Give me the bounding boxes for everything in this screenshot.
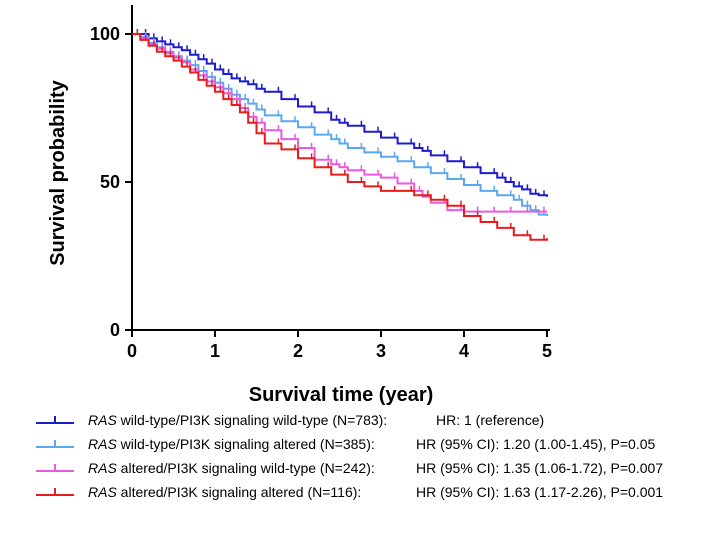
legend-label-text: wild-type/PI3K signaling wild-type (N=78… [116, 412, 388, 428]
legend-hazard-ratio: HR (95% CI): 1.35 (1.06-1.72), P=0.007 [416, 460, 664, 476]
survival-curve-4 [132, 33, 548, 241]
legend-swatch [36, 488, 74, 496]
survival-curve-3 [132, 33, 547, 213]
y-tick-label: 50 [100, 172, 120, 192]
survival-curve-2 [132, 33, 548, 216]
legend-label: RAS wild-type/PI3K signaling wild-type (… [88, 409, 387, 431]
x-axis-ticks: 0 1 2 3 4 5 [127, 330, 552, 361]
x-tick-label: 2 [293, 341, 303, 361]
censor-marks-4 [136, 29, 545, 240]
x-axis-title: Survival time (year) [249, 384, 434, 406]
legend-label-italic: RAS [88, 436, 117, 452]
legend-label-text: altered/PI3K signaling altered (N=116): [116, 484, 362, 500]
legend-label-text: wild-type/PI3K signaling altered (N=385)… [116, 436, 375, 452]
legend-label: RAS wild-type/PI3K signaling altered (N=… [88, 433, 375, 455]
legend: RAS wild-type/PI3K signaling wild-type (… [36, 409, 706, 505]
legend-hazard-ratio: HR (95% CI): 1.63 (1.17-2.26), P=0.001 [416, 484, 664, 500]
legend-label-text: altered/PI3K signaling wild-type (N=242)… [116, 460, 375, 476]
legend-label-italic: RAS [88, 484, 117, 500]
legend-entry: RAS wild-type/PI3K signaling altered (N=… [36, 433, 706, 457]
series-layer [132, 29, 548, 241]
legend-label-italic: RAS [88, 460, 117, 476]
legend-entry: RAS altered/PI3K signaling altered (N=11… [36, 481, 706, 505]
x-tick-label: 1 [210, 341, 220, 361]
y-tick-label: 100 [90, 24, 120, 44]
y-tick-label: 0 [110, 320, 120, 340]
x-tick-label: 4 [459, 341, 469, 361]
legend-swatch [36, 416, 74, 424]
legend-label-italic: RAS [88, 412, 117, 428]
x-tick-label: 3 [376, 341, 386, 361]
x-tick-label: 5 [542, 341, 552, 361]
legend-hazard-ratio: HR: 1 (reference) [436, 412, 545, 428]
y-axis-title: Survival probability [47, 79, 69, 265]
legend-label: RAS altered/PI3K signaling wild-type (N=… [88, 457, 375, 479]
legend-swatch [36, 464, 74, 472]
y-axis-ticks: 0 50 100 [90, 24, 132, 340]
legend-entry: RAS wild-type/PI3K signaling wild-type (… [36, 409, 706, 433]
legend-label: RAS altered/PI3K signaling altered (N=11… [88, 481, 361, 503]
legend-hazard-ratio: HR (95% CI): 1.20 (1.00-1.45), P=0.05 [416, 436, 656, 452]
survival-curve-1 [132, 33, 548, 197]
x-tick-label: 0 [127, 341, 137, 361]
legend-swatch [36, 440, 74, 448]
legend-entry: RAS altered/PI3K signaling wild-type (N=… [36, 457, 706, 481]
survival-chart: 0 50 100 0 1 2 3 4 5 Survival time (year) Survi… [47, 5, 552, 406]
